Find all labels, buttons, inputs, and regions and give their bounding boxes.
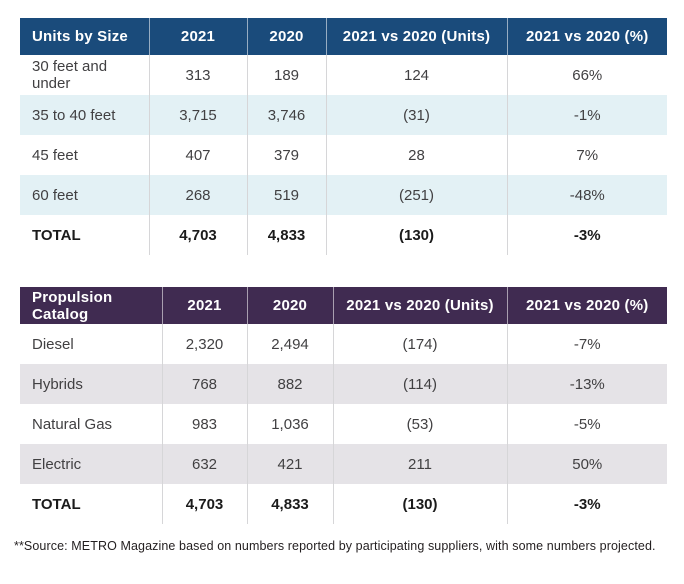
- header-cell-2021-vs-2020-pct: 2021 vs 2020 (%): [506, 18, 667, 55]
- value-cell: 50%: [506, 444, 667, 484]
- row-label-cell: 45 feet: [20, 135, 149, 175]
- value-cell: (114): [332, 364, 507, 404]
- value-cell: 3,715: [148, 95, 247, 135]
- value-cell: 7%: [506, 135, 667, 175]
- value-cell: (53): [332, 404, 507, 444]
- value-cell: 2,320: [161, 324, 247, 364]
- value-cell: 4,703: [148, 215, 247, 255]
- row-label-cell: 35 to 40 feet: [20, 95, 149, 135]
- header-cell-2020: 2020: [246, 287, 333, 324]
- value-cell: 2,494: [246, 324, 333, 364]
- value-cell: 313: [148, 55, 247, 95]
- value-cell: -3%: [506, 484, 667, 524]
- table-row: 45 feet 407 379 28 7%: [20, 135, 667, 175]
- row-label-cell: TOTAL: [20, 215, 149, 255]
- header-row: Propulsion Catalog 2021 2020 2021 vs 202…: [20, 287, 667, 324]
- table-row: Hybrids 768 882 (114) -13%: [20, 364, 667, 404]
- total-row: TOTAL 4,703 4,833 (130) -3%: [20, 215, 667, 255]
- value-cell: 3,746: [246, 95, 326, 135]
- value-cell: 268: [148, 175, 247, 215]
- value-cell: 632: [161, 444, 247, 484]
- row-label-cell: Hybrids: [20, 364, 162, 404]
- header-cell-units-by-size: Units by Size: [20, 18, 149, 55]
- table-row: 35 to 40 feet 3,715 3,746 (31) -1%: [20, 95, 667, 135]
- header-row: Units by Size 2021 2020 2021 vs 2020 (Un…: [20, 18, 667, 55]
- table-row: Diesel 2,320 2,494 (174) -7%: [20, 324, 667, 364]
- value-cell: -48%: [506, 175, 667, 215]
- value-cell: 124: [325, 55, 507, 95]
- row-label-cell: Diesel: [20, 324, 162, 364]
- value-cell: 4,703: [161, 484, 247, 524]
- value-cell: (251): [325, 175, 507, 215]
- row-label-cell: Natural Gas: [20, 404, 162, 444]
- row-label-cell: TOTAL: [20, 484, 162, 524]
- units-by-size-table: Units by Size 2021 2020 2021 vs 2020 (Un…: [20, 18, 667, 255]
- header-cell-propulsion-catalog: Propulsion Catalog: [20, 287, 162, 324]
- value-cell: 768: [161, 364, 247, 404]
- table-row: 60 feet 268 519 (251) -48%: [20, 175, 667, 215]
- table-row: Electric 632 421 211 50%: [20, 444, 667, 484]
- source-footnote: **Source: METRO Magazine based on number…: [14, 539, 656, 553]
- header-cell-2021-vs-2020-units: 2021 vs 2020 (Units): [332, 287, 507, 324]
- value-cell: (174): [332, 324, 507, 364]
- value-cell: 211: [332, 444, 507, 484]
- header-cell-2021: 2021: [148, 18, 247, 55]
- table-row: 30 feet and under 313 189 124 66%: [20, 55, 667, 95]
- row-label-cell: Electric: [20, 444, 162, 484]
- value-cell: 882: [246, 364, 333, 404]
- value-cell: (130): [332, 484, 507, 524]
- row-label-cell: 60 feet: [20, 175, 149, 215]
- header-cell-2021-vs-2020-pct: 2021 vs 2020 (%): [506, 287, 667, 324]
- value-cell: -13%: [506, 364, 667, 404]
- table-row: Natural Gas 983 1,036 (53) -5%: [20, 404, 667, 444]
- total-row: TOTAL 4,703 4,833 (130) -3%: [20, 484, 667, 524]
- value-cell: (130): [325, 215, 507, 255]
- value-cell: 1,036: [246, 404, 333, 444]
- header-cell-2021: 2021: [161, 287, 247, 324]
- value-cell: 4,833: [246, 215, 326, 255]
- value-cell: 66%: [506, 55, 667, 95]
- value-cell: (31): [325, 95, 507, 135]
- value-cell: 189: [246, 55, 326, 95]
- value-cell: 983: [161, 404, 247, 444]
- header-cell-2020: 2020: [246, 18, 326, 55]
- value-cell: 407: [148, 135, 247, 175]
- value-cell: 379: [246, 135, 326, 175]
- value-cell: 28: [325, 135, 507, 175]
- value-cell: -1%: [506, 95, 667, 135]
- value-cell: -5%: [506, 404, 667, 444]
- row-label-cell: 30 feet and under: [20, 55, 149, 95]
- value-cell: 4,833: [246, 484, 333, 524]
- value-cell: 421: [246, 444, 333, 484]
- propulsion-catalog-table: Propulsion Catalog 2021 2020 2021 vs 202…: [20, 287, 667, 524]
- value-cell: -3%: [506, 215, 667, 255]
- value-cell: 519: [246, 175, 326, 215]
- value-cell: -7%: [506, 324, 667, 364]
- header-cell-2021-vs-2020-units: 2021 vs 2020 (Units): [325, 18, 507, 55]
